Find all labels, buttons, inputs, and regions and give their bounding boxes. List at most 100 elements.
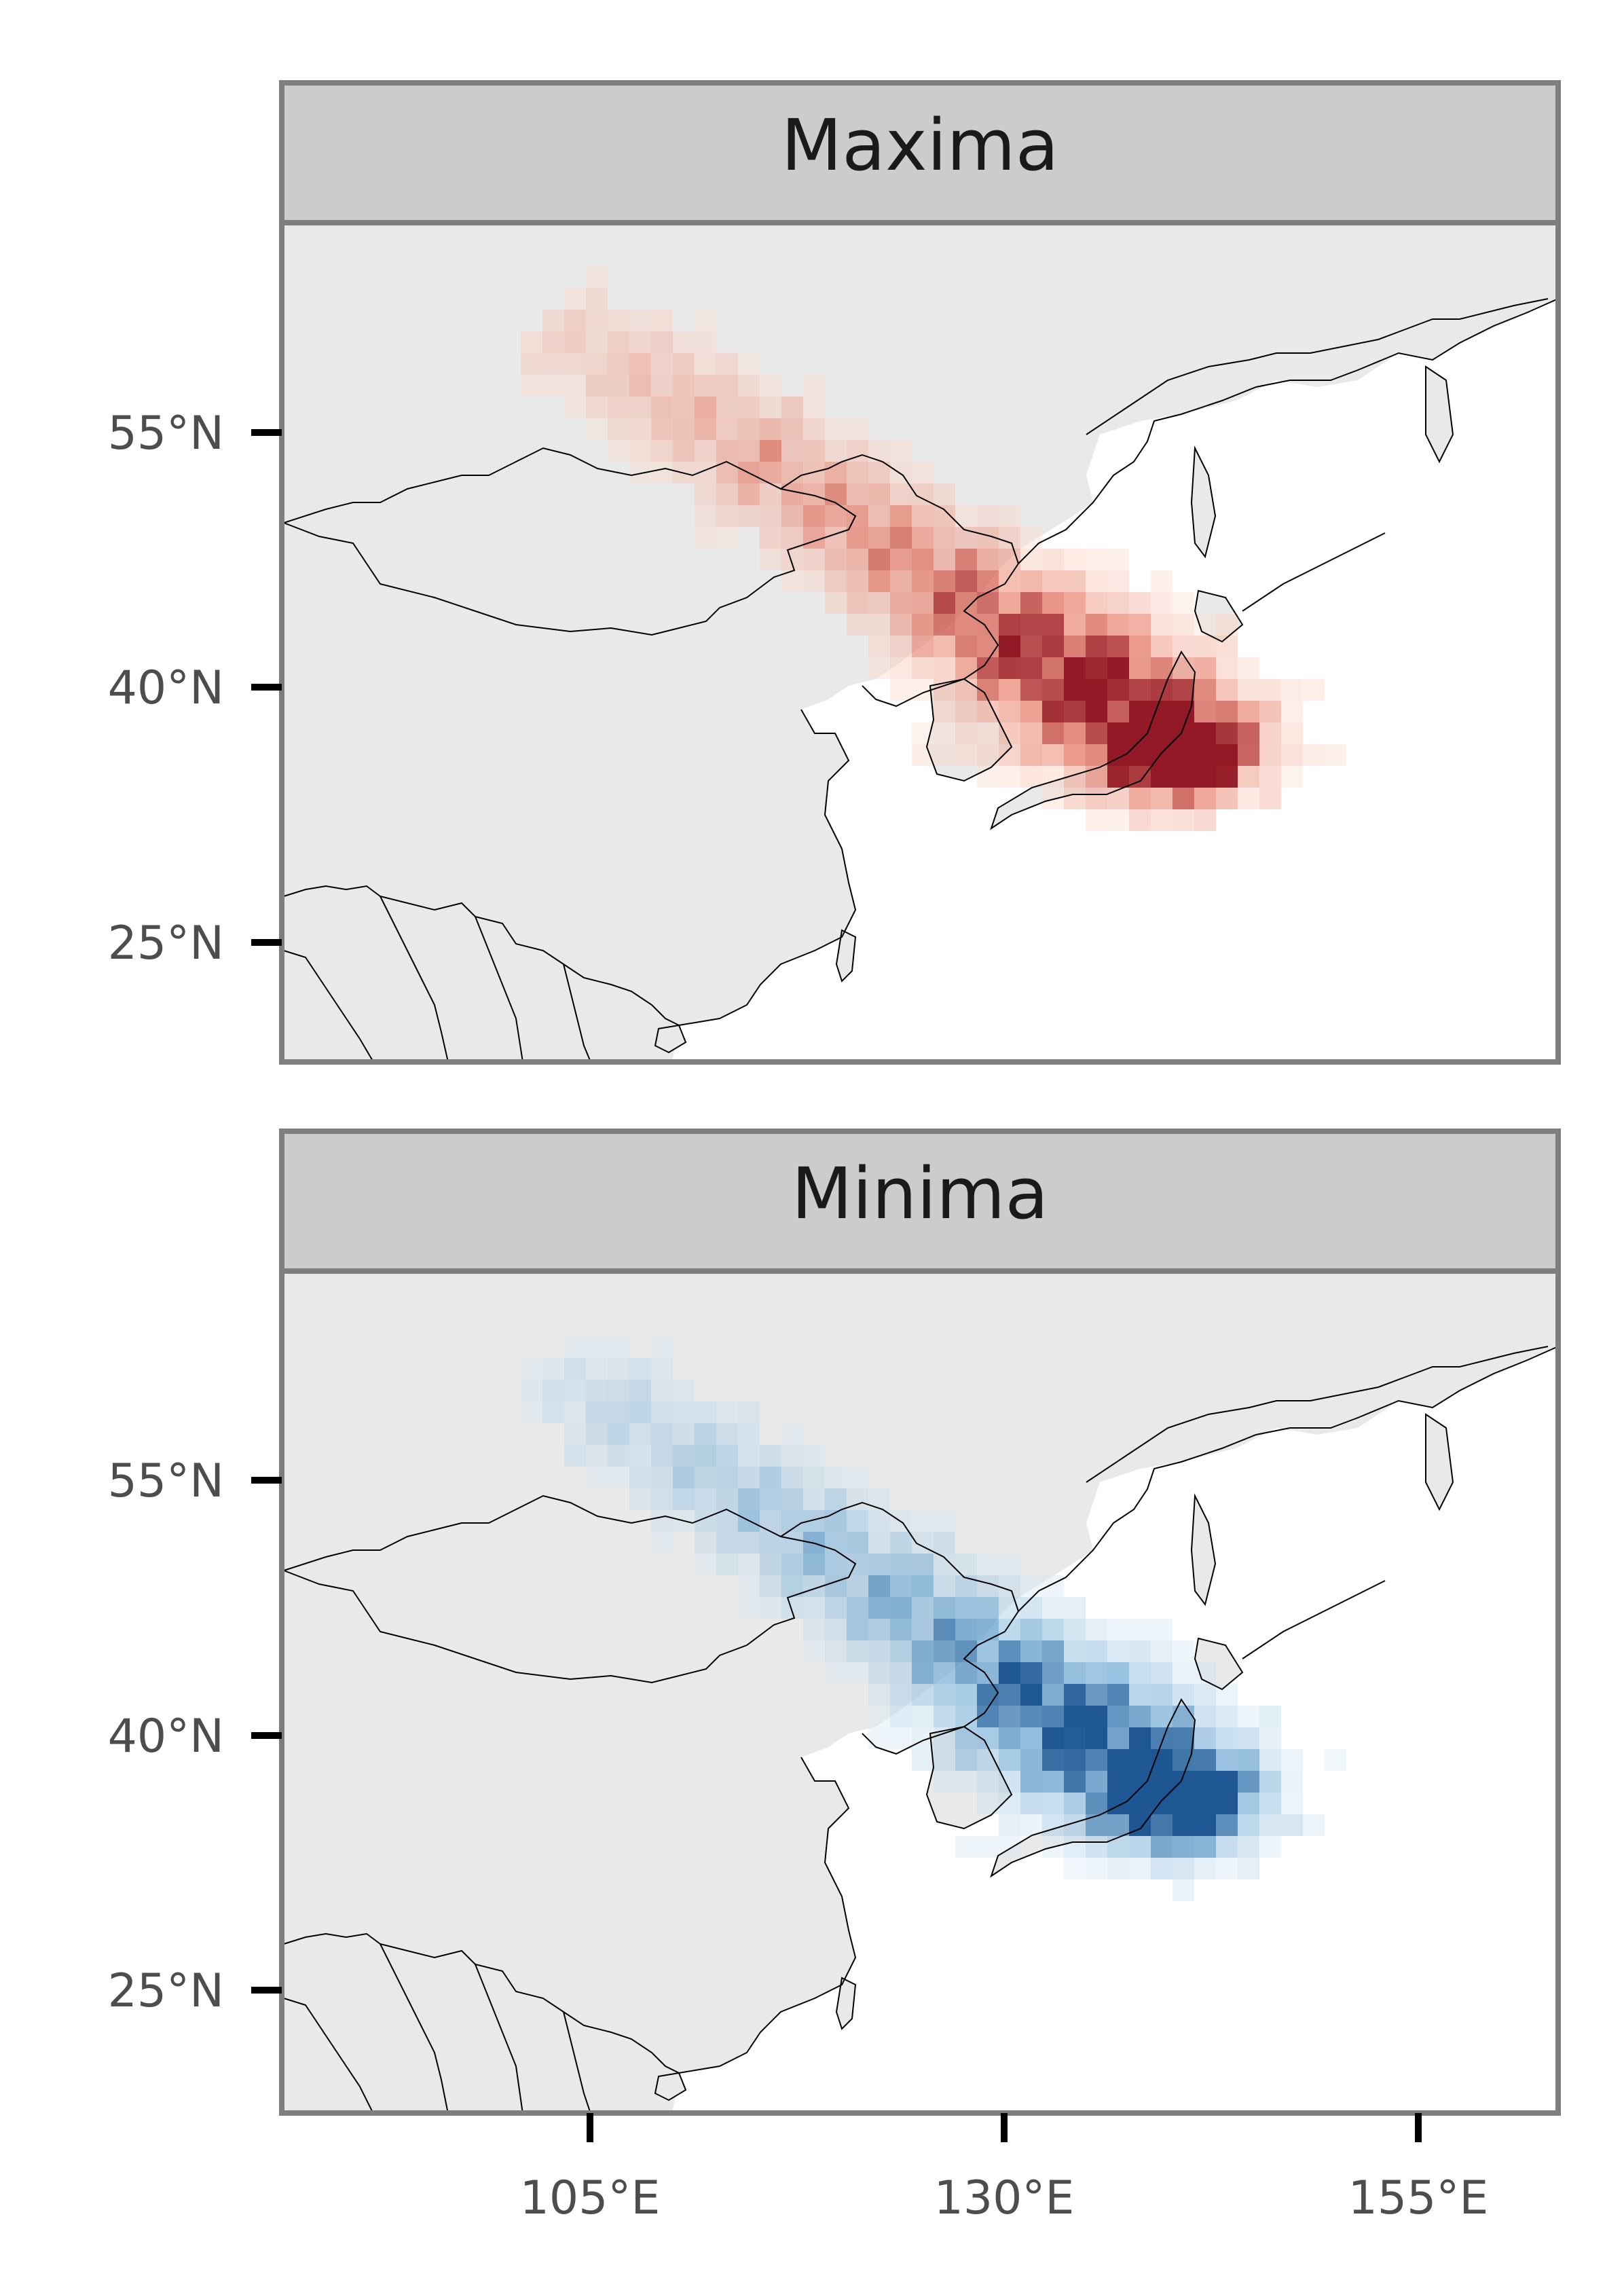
density-cell: [564, 331, 586, 353]
density-cell: [890, 1727, 912, 1749]
density-cell: [1107, 788, 1129, 809]
density-cell: [1259, 744, 1281, 766]
density-cell: [955, 701, 977, 722]
density-cell: [868, 592, 890, 614]
density-cell: [1107, 570, 1129, 592]
density-cell: [651, 353, 673, 375]
density-cell: [1173, 1814, 1194, 1836]
density-cell: [781, 527, 803, 549]
density-cell: [1129, 701, 1151, 722]
density-cell: [955, 1727, 977, 1749]
density-cell: [890, 1532, 912, 1554]
density-cell: [1020, 614, 1042, 636]
density-cell: [868, 1575, 890, 1597]
density-cell: [977, 636, 999, 657]
density-cell: [977, 722, 999, 744]
density-cell: [695, 310, 716, 331]
density-cell: [890, 1706, 912, 1727]
density-cell: [1064, 1684, 1086, 1706]
density-cell: [825, 1554, 847, 1575]
density-cell: [1151, 614, 1173, 636]
density-cell: [934, 1597, 955, 1619]
density-cell: [1194, 722, 1216, 744]
border-mongolia: [282, 447, 857, 636]
density-cell: [1173, 1640, 1194, 1662]
density-cell: [1194, 1836, 1216, 1858]
density-cell: [847, 1597, 868, 1619]
density-cell: [1064, 1793, 1086, 1814]
density-cell: [542, 1401, 564, 1423]
density-cell: [651, 1336, 673, 1358]
density-cell: [695, 440, 716, 462]
x-axis: 105°E 130°E 155°E: [520, 2113, 1488, 2225]
density-cell: [1238, 679, 1259, 701]
density-cell: [847, 418, 868, 440]
density-cell: [934, 636, 955, 657]
density-cell: [1151, 1814, 1173, 1836]
density-cell: [955, 549, 977, 570]
density-cell: [999, 1619, 1020, 1640]
density-cell: [542, 1380, 564, 1401]
density-cell: [1020, 527, 1042, 549]
density-cell: [738, 1532, 760, 1554]
density-cell: [1151, 1771, 1173, 1793]
density-cell: [1173, 809, 1194, 831]
density-cell: [651, 331, 673, 353]
density-cell: [716, 1423, 738, 1445]
density-cell: [803, 1467, 825, 1488]
density-cell: [608, 331, 629, 353]
density-cell: [629, 1358, 651, 1380]
density-cell: [890, 1619, 912, 1640]
density-cell: [1173, 679, 1194, 701]
density-cell: [1020, 1684, 1042, 1706]
density-cell: [716, 1401, 738, 1423]
density-cell: [890, 592, 912, 614]
density-cell: [608, 310, 629, 331]
density-cell: [977, 592, 999, 614]
density-cell: [1259, 722, 1281, 744]
density-cell: [1173, 1879, 1194, 1901]
density-cell: [781, 418, 803, 440]
density-cell: [1238, 1793, 1259, 1814]
density-cell: [1151, 592, 1173, 614]
density-cell: [1064, 549, 1086, 570]
land-taiwan: [835, 929, 857, 983]
density-cell: [695, 1532, 716, 1554]
density-cell: [1129, 679, 1151, 701]
density-cell: [1238, 1771, 1259, 1793]
density-cell: [999, 636, 1020, 657]
density-cell: [629, 397, 651, 418]
density-cell: [1173, 766, 1194, 788]
density-cell: [781, 1467, 803, 1488]
density-cell: [825, 1597, 847, 1619]
density-cell: [1086, 766, 1107, 788]
density-cell: [1173, 1858, 1194, 1879]
density-cell: [1042, 1640, 1064, 1662]
density-cell: [521, 1380, 542, 1401]
density-cell: [1020, 636, 1042, 657]
density-cell: [1129, 1619, 1151, 1640]
density-cell: [738, 375, 760, 397]
density-cell: [521, 1358, 542, 1380]
density-cell: [651, 1445, 673, 1467]
density-cell: [847, 1467, 868, 1488]
density-cell: [934, 1706, 955, 1727]
density-cell: [760, 1467, 781, 1488]
density-cell: [1216, 766, 1238, 788]
density-cell: [912, 505, 934, 527]
density-cell: [629, 1467, 651, 1488]
density-cell: [1325, 744, 1346, 766]
density-cell: [695, 397, 716, 418]
density-cell: [1086, 636, 1107, 657]
heatmap-minima: [521, 1336, 1346, 1901]
density-cell: [608, 1358, 629, 1380]
density-cell: [912, 462, 934, 483]
density-cell: [934, 701, 955, 722]
density-cell: [1086, 1858, 1107, 1879]
density-cell: [760, 1510, 781, 1532]
density-cell: [999, 1662, 1020, 1684]
density-cell: [586, 288, 608, 310]
density-cell: [651, 1358, 673, 1380]
density-cell: [912, 592, 934, 614]
density-cell: [1281, 1771, 1303, 1793]
